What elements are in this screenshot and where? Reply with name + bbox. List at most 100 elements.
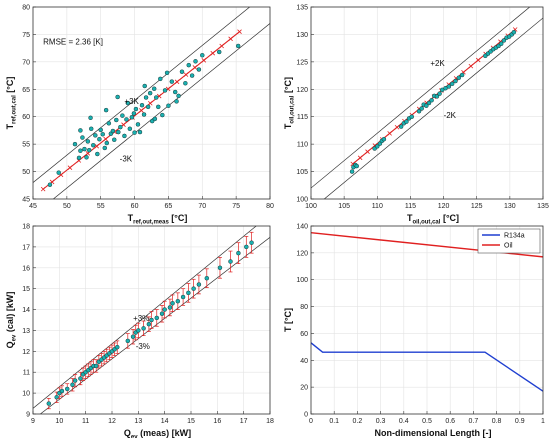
data-point-56 [193,59,198,64]
x-axis-label-sub: ref,out,meas [133,220,169,226]
data-point-15 [98,127,103,133]
fit-marker-15 [174,79,180,85]
y-tick-label-0: 0 [304,412,308,419]
fit-marker-0 [40,186,46,192]
data-point-61 [78,128,83,133]
data-point-44 [249,240,254,245]
data-point-35 [180,294,186,300]
y-axis-label-main: T [°C] [283,308,293,332]
data-point-29 [125,100,131,106]
x-axis-label-main: T [407,213,413,223]
data-point-13 [93,363,99,369]
x-tick-label-6: 130 [504,203,516,210]
y-tick-label-6: 120 [296,250,308,257]
data-point-3 [76,155,82,161]
data-point-60 [235,43,241,49]
fit-marker-17 [192,65,198,70]
data-point-57 [196,67,202,72]
data-point-0 [46,401,52,406]
y-tick-label-9: 18 [22,224,30,231]
y-tick-label-0: 9 [26,412,30,419]
x-tick-label-0: 9 [31,418,35,425]
y-axis-label-sub: ev [12,334,18,341]
fit-marker-21 [228,36,233,42]
x-tick-label-1: 10 [55,418,63,425]
y-tick-label-3: 60 [22,114,30,121]
data-point-31 [162,307,167,312]
y-axis-label: Tref,out,cal [°C] [5,77,18,130]
data-point-40 [147,90,153,96]
data-point-22 [125,338,131,344]
data-point-21 [115,344,120,350]
x-tick-label-7: 80 [266,203,274,210]
data-point-47 [162,88,168,93]
data-point-31 [129,115,135,120]
data-point-36 [498,41,504,47]
fit-marker-6 [394,124,400,130]
y-tick-label-0: 45 [22,197,30,204]
y-axis-label: Toil,out,cal [°C] [283,77,296,129]
data-point-4 [64,386,70,392]
series-line-R134a [311,342,543,392]
y-axis-label-unit: [°C] [283,77,293,96]
annotation-1: -2K [444,111,457,120]
annotation-0: +3% [133,314,149,323]
x-axis-label: Toil,out,cal [°C] [407,213,459,226]
data-point-69 [174,99,179,104]
y-tick-label-2: 40 [300,358,308,365]
y-tick-label-3: 12 [22,349,30,356]
data-point-34 [175,298,181,304]
x-tick-label-0: 100 [305,203,317,210]
data-point-3 [59,388,65,394]
x-tick-label-5: 0.5 [422,418,432,425]
y-tick-label-1: 10 [22,391,30,398]
y-axis-label: Qev (cal) [kW] [5,292,18,349]
annotation-2: -3K [120,155,133,164]
data-point-21 [434,94,440,99]
x-tick-label-2: 0.2 [353,418,363,425]
y-tick-label-7: 16 [22,265,30,272]
x-axis-label: Qev (meas) [kW] [124,428,191,438]
fit-marker-7 [103,136,108,142]
data-point-29 [459,72,465,78]
chart-4: 0 0.1 0.2 0.3 0.4 0.5 0.6 0.7 0.8 0.9 1 0 20 40 60 80 10… [283,224,545,438]
data-point-22 [437,91,442,96]
x-tick-label-9: 18 [266,418,274,425]
y-tick-label-6: 75 [22,32,30,39]
x-tick-label-1: 0.1 [329,418,339,425]
x-axis-label-unit: (meas) [kW] [138,428,192,438]
y-tick-label-4: 80 [300,304,308,311]
data-point-36 [186,290,191,296]
x-axis-label-main: Q [124,428,131,438]
data-point-35 [137,129,143,135]
data-point-7 [78,376,83,381]
data-point-32 [131,111,137,116]
y-tick-label-3: 115 [297,114,308,121]
y-tick-label-5: 125 [296,59,308,66]
band-line-1 [323,17,543,199]
data-point-19 [106,121,112,126]
data-point-51 [176,93,181,99]
data-point-26 [120,113,125,118]
data-point-6 [82,146,87,152]
annotation-1: +3K [124,97,139,106]
data-point-45 [158,76,163,82]
data-point-39 [145,104,151,110]
data-point-9 [398,124,404,129]
data-point-8 [381,136,387,142]
data-point-42 [236,250,241,256]
data-point-41 [228,259,233,264]
chart-1: 45 50 55 60 65 70 75 80 45 50 55 60 65 70 75 80 Tref,out… [5,5,274,226]
data-point-28 [124,117,129,122]
data-point-30 [159,311,165,316]
data-point-30 [127,126,133,132]
data-point-68 [164,70,170,76]
data-point-55 [189,73,195,78]
data-point-67 [152,116,158,122]
data-point-49 [169,79,175,84]
data-point-27 [122,133,127,139]
data-point-17 [102,145,108,151]
x-tick-label-7: 0.7 [469,418,479,425]
fit-marker-11 [139,108,144,113]
